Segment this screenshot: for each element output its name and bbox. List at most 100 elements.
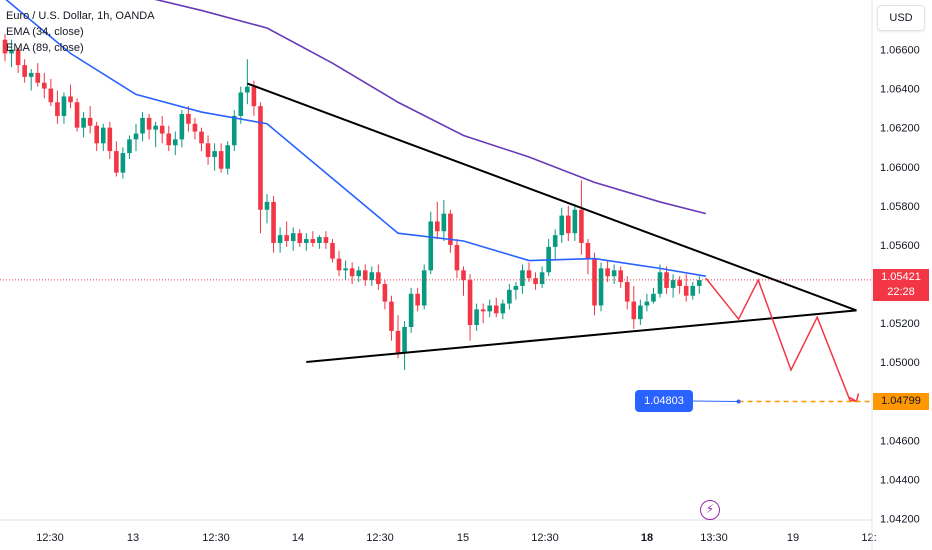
candle	[500, 299, 506, 320]
candle-body	[487, 305, 492, 312]
candle	[697, 276, 702, 294]
candle	[493, 297, 499, 318]
candle	[317, 235, 322, 249]
time-tick-label: 19	[787, 532, 799, 544]
candle	[624, 276, 630, 310]
candle-body	[2, 39, 8, 54]
candle-body	[382, 284, 388, 302]
candle-body	[323, 237, 329, 243]
candle	[330, 239, 335, 263]
candle-body	[454, 244, 460, 271]
candle	[421, 264, 427, 310]
time-tick-label: 13:30	[700, 532, 728, 544]
candle	[651, 287, 656, 304]
current-price-label: 1.05421 22:28	[873, 269, 929, 301]
candle-body	[592, 258, 597, 306]
candle	[343, 260, 348, 281]
time-tick-label: 18	[641, 532, 653, 544]
candle	[48, 78, 54, 107]
candle-body	[638, 305, 643, 320]
candle	[461, 266, 466, 296]
candle-body	[297, 233, 303, 243]
candle	[153, 121, 158, 148]
candle-body	[415, 293, 420, 306]
candle	[94, 121, 99, 152]
candle	[513, 282, 519, 300]
candle	[173, 131, 178, 156]
candle	[408, 287, 414, 333]
price-tick-label: 1.06200	[880, 123, 920, 135]
time-tick-label: 12:30	[36, 532, 64, 544]
candle-body	[35, 72, 41, 83]
lightning-bolt-icon[interactable]: ⚡	[700, 500, 720, 520]
candle-body	[356, 270, 361, 277]
candle	[382, 280, 388, 310]
ema-34-line	[5, 0, 706, 277]
candle	[127, 135, 132, 159]
candle	[638, 299, 643, 326]
candle	[579, 180, 584, 255]
candle	[68, 84, 73, 109]
candle	[435, 201, 440, 240]
candle	[114, 141, 119, 177]
candle-body	[277, 235, 283, 243]
candle-body	[290, 233, 296, 242]
candle-body	[304, 239, 309, 243]
candle-body	[140, 117, 145, 134]
candle-body	[225, 145, 230, 169]
ema-34-legend[interactable]: EMA (34, close)	[6, 26, 84, 38]
candle	[552, 229, 558, 261]
price-tick-label: 1.06000	[880, 162, 920, 174]
candle-body	[474, 309, 479, 326]
candle	[166, 125, 172, 152]
candle-body	[461, 270, 466, 281]
candle-body	[631, 301, 637, 320]
candle	[42, 72, 47, 99]
candle	[107, 121, 113, 159]
currency-button[interactable]: USD	[877, 5, 925, 31]
candle	[100, 123, 106, 152]
time-tick-label: 12:30	[202, 532, 230, 544]
candle-body	[467, 280, 473, 326]
candle	[179, 110, 185, 148]
time-axis[interactable]: 12:30 13 12:30 14 12:30 15 12:30 18 13:30 19 12:	[36, 532, 876, 544]
candle-body	[389, 301, 394, 331]
candle-countdown: 22:28	[887, 286, 915, 298]
candle-body	[349, 268, 355, 277]
candle-body	[179, 113, 185, 140]
ema-89-legend[interactable]: EMA (89, close)	[6, 42, 84, 54]
candle	[539, 266, 545, 288]
candle	[140, 112, 145, 142]
symbol-title[interactable]: Euro / U.S. Dollar, 1h, OANDA	[6, 10, 155, 22]
candle-body	[572, 209, 578, 234]
candle	[277, 227, 283, 253]
candle	[2, 33, 8, 62]
price-callout[interactable]: 1.04803	[635, 390, 693, 412]
candle	[415, 287, 420, 312]
upper-trendline	[247, 82, 857, 312]
candle	[284, 221, 289, 247]
price-tick-label: 1.06400	[880, 84, 920, 96]
candle-body	[598, 268, 604, 306]
candle-body	[605, 268, 610, 277]
candle-body	[376, 272, 381, 284]
candle	[159, 115, 165, 144]
time-tick-label: 12:30	[366, 532, 394, 544]
candle	[231, 110, 237, 152]
candle-body	[448, 213, 453, 245]
price-tick-label: 1.06600	[880, 45, 920, 57]
candle-body	[611, 270, 617, 277]
candle-body	[133, 133, 139, 140]
candle	[670, 274, 676, 298]
price-tick-label: 1.04200	[880, 514, 920, 526]
candle	[402, 321, 407, 370]
candle-body	[317, 237, 322, 243]
price-tick-label: 1.05000	[880, 357, 920, 369]
candle	[133, 123, 139, 152]
candle-body	[585, 242, 591, 259]
candle-body	[651, 293, 656, 302]
candle	[310, 231, 316, 247]
candle	[559, 207, 565, 243]
candle-body	[697, 280, 702, 286]
